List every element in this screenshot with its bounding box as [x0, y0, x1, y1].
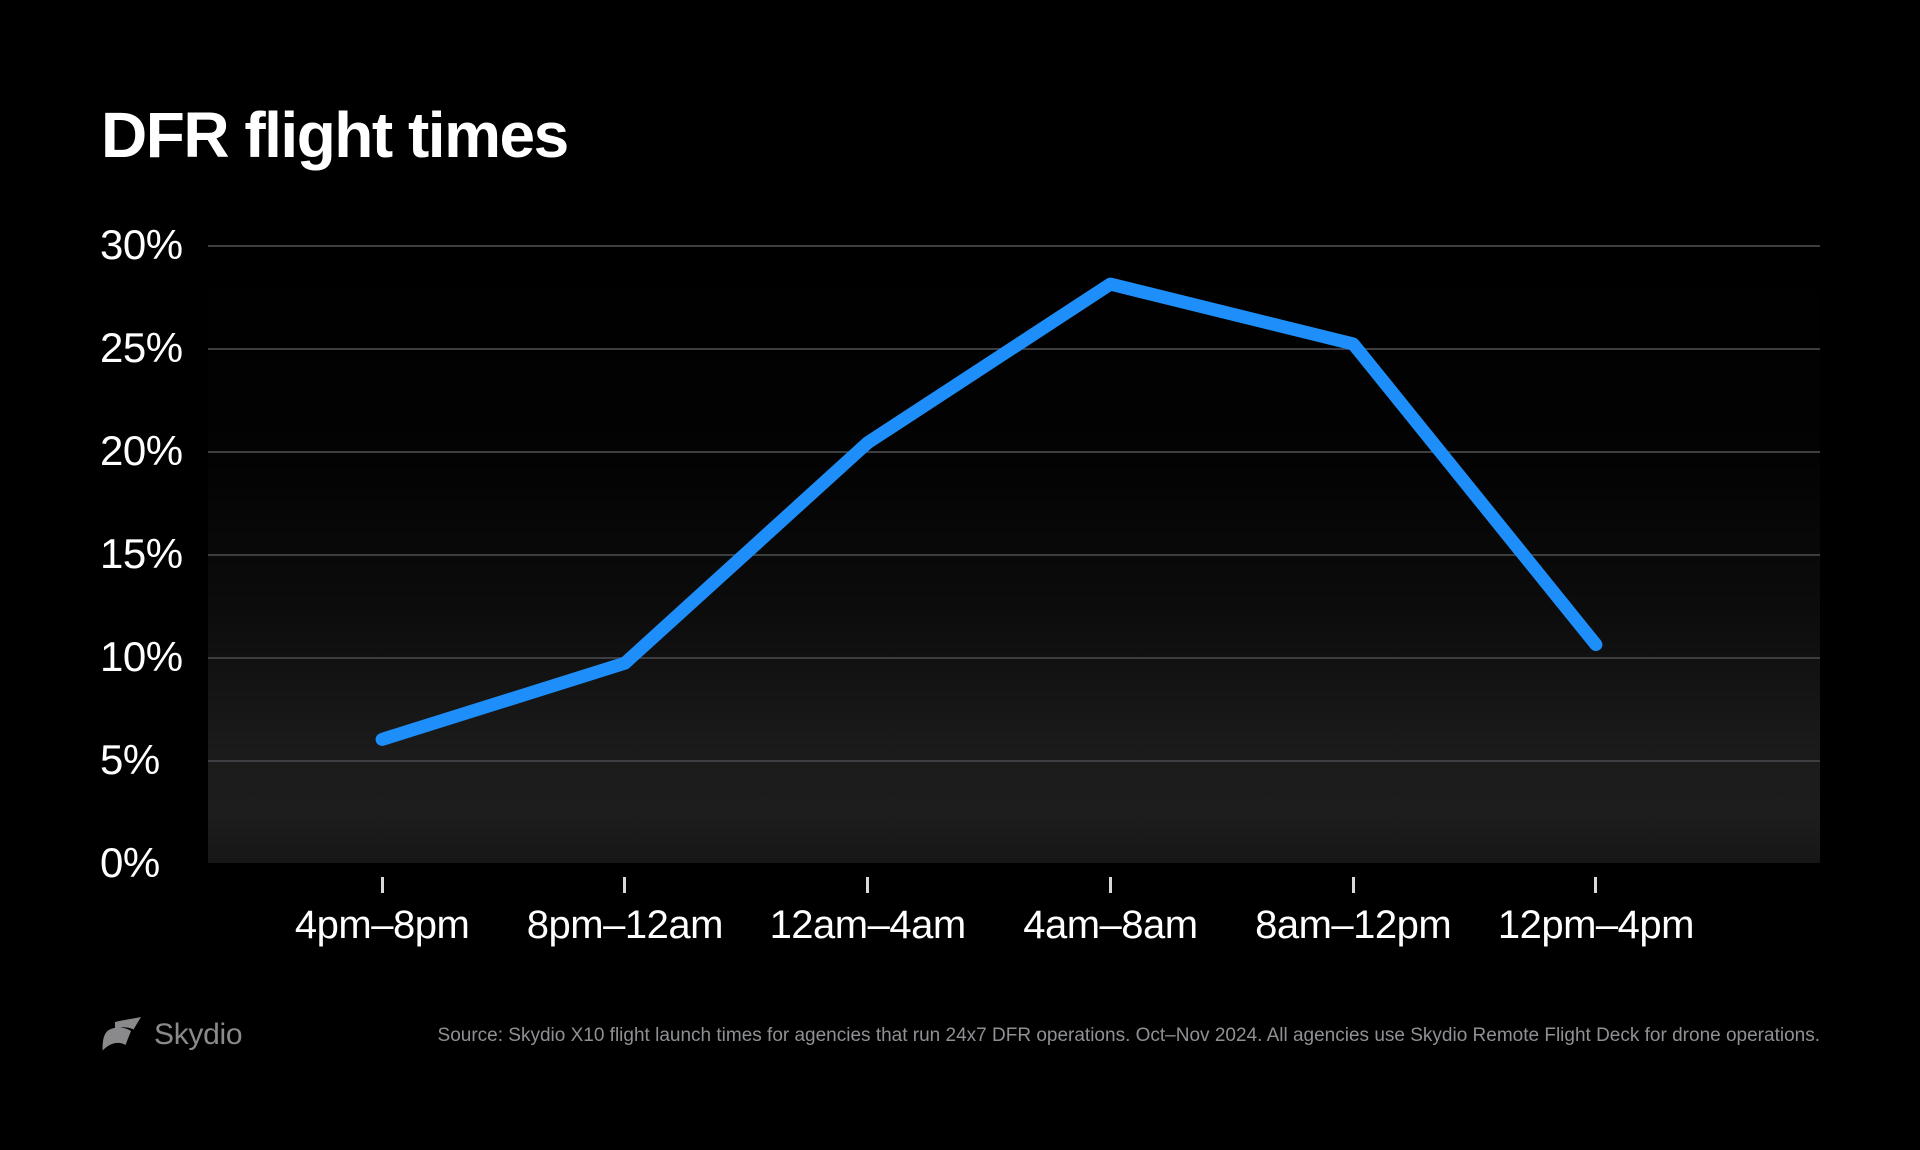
x-tick-label: 12pm–4pm	[1497, 903, 1695, 947]
x-tick-label: 8am–12pm	[1255, 903, 1452, 947]
flight-times-line	[375, 277, 1603, 746]
brand-name: Skydio	[154, 1018, 243, 1051]
footer-brand: Skydio	[100, 1016, 243, 1054]
x-tick-label: 8pm–12am	[526, 903, 724, 947]
y-tick-label: 25%	[100, 324, 183, 371]
y-tick-label: 0%	[100, 839, 160, 886]
x-tick-label: 4pm–8pm	[294, 903, 470, 947]
plot-area	[208, 245, 1820, 863]
x-tick-mark	[1594, 877, 1598, 893]
page-title: DFR flight times	[101, 99, 569, 171]
y-tick-label: 30%	[100, 221, 183, 268]
source-note: Source: Skydio X10 flight launch times f…	[437, 1025, 1820, 1046]
x-tick-mark	[380, 877, 384, 893]
x-tick-mark	[866, 877, 870, 893]
skydio-logo-icon	[102, 1017, 141, 1051]
y-tick-label: 20%	[100, 427, 183, 474]
x-tick-mark	[1108, 877, 1112, 893]
y-tick-label: 15%	[100, 530, 183, 577]
x-tick-mark	[1351, 877, 1355, 893]
x-tick-label: 12am–4am	[769, 903, 967, 947]
y-tick-label: 5%	[100, 736, 160, 783]
x-tick-mark	[623, 877, 627, 893]
x-tick-label: 4am–8am	[1023, 903, 1198, 947]
y-tick-label: 10%	[100, 633, 183, 680]
